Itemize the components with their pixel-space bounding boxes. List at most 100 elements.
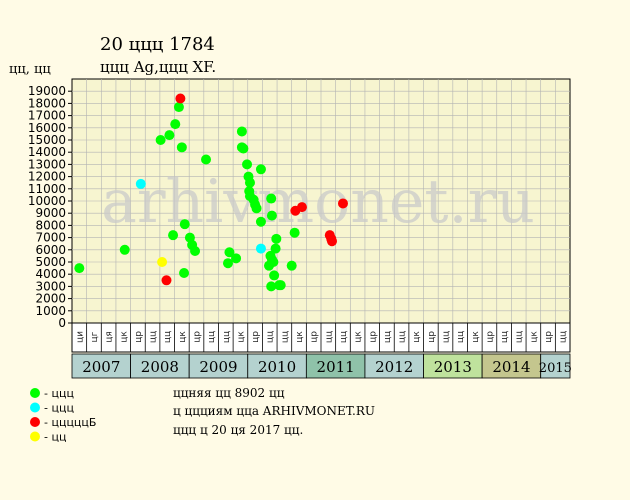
data-point [173, 102, 184, 113]
legend-label: - ццц [44, 402, 74, 415]
year-label: 2015 [539, 361, 572, 376]
data-point [119, 244, 130, 255]
y-tick-label: 11000 [28, 182, 66, 196]
data-point [190, 246, 201, 257]
y-tick-label: 1000 [35, 304, 66, 318]
data-point [164, 130, 175, 141]
data-point [231, 253, 242, 264]
footer-line-3: ццц ц 20 ця 2017 цц. [173, 423, 303, 437]
data-point [266, 193, 277, 204]
year-cell [364, 353, 424, 379]
data-point [236, 126, 247, 137]
quarter-label: цр [193, 331, 203, 343]
quarter-label: цц [339, 331, 349, 343]
y-tick-label: 10000 [28, 194, 66, 208]
data-point [271, 233, 282, 244]
year-cell [540, 353, 571, 379]
y-tick-label: 6000 [35, 243, 66, 257]
quarter-label: ця [105, 331, 115, 343]
quarter-label: цр [251, 331, 261, 343]
quarter-label: цц [398, 331, 408, 343]
quarter-label: цр [544, 331, 554, 343]
y-tick-label: 2000 [35, 292, 66, 306]
year-label: 2010 [258, 358, 296, 376]
data-point [157, 257, 168, 267]
quarter-label: цц [559, 331, 569, 343]
quarter-label: цц [207, 331, 217, 343]
data-point [266, 210, 277, 221]
data-point [201, 154, 212, 165]
year-label: 2007 [82, 358, 120, 376]
quarter-label: цц [456, 331, 466, 343]
quarter-label: цц [163, 331, 173, 343]
data-point [176, 142, 187, 153]
year-label: 2014 [492, 358, 530, 376]
year-label: 2009 [199, 358, 237, 376]
legend-label: - цц [44, 431, 66, 444]
y-tick-label: 17000 [28, 109, 66, 123]
data-point [175, 93, 186, 104]
quarter-label: цк [354, 331, 364, 343]
year-cell [247, 353, 307, 379]
data-point [296, 202, 307, 213]
year-label: 2011 [317, 358, 355, 376]
data-point [179, 267, 190, 278]
data-point [168, 230, 179, 241]
year-cell [423, 353, 483, 379]
quarter-label: цк [178, 331, 188, 343]
legend: - ццц- ццц- цццццБ- цц [30, 387, 96, 444]
footer-line-1: ццняя цц 8902 цц [173, 386, 285, 400]
quarter-label: цц [383, 331, 393, 343]
quarter-label: цк [119, 331, 129, 343]
y-tick-label: 9000 [35, 206, 66, 220]
quarter-label: цц [222, 331, 232, 343]
watermark: arhivmonet.ru [101, 167, 535, 237]
quarter-label: цр [134, 331, 144, 343]
footer-line-2: ц ццциям цца ARHIVMONET.RU [173, 404, 375, 418]
quarter-label: цк [412, 331, 422, 343]
quarter-label: цр [485, 331, 495, 343]
data-point [238, 143, 249, 154]
legend-marker [30, 431, 40, 442]
quarter-label: цц [500, 331, 510, 343]
quarter-label: цр [310, 331, 320, 343]
y-tick-label: 5000 [35, 255, 66, 269]
data-point [74, 263, 85, 274]
y-tick-label: 4000 [35, 267, 66, 281]
quarter-label: цц [266, 331, 276, 343]
data-point [266, 281, 277, 292]
chart-subtitle: ццц Ag,ццц XF. [100, 58, 216, 76]
year-label: 2008 [141, 358, 179, 376]
data-point [179, 219, 190, 230]
quarter-label: цк [295, 331, 305, 343]
data-point [244, 177, 255, 188]
y-tick-label: 0 [58, 316, 66, 330]
legend-label: - ццц [44, 387, 74, 400]
quarter-label: цк [529, 331, 539, 343]
data-point [224, 247, 235, 258]
data-points [74, 93, 348, 292]
data-point [289, 227, 300, 238]
data-point [270, 243, 281, 254]
legend-marker [30, 388, 40, 398]
data-point [286, 260, 297, 271]
data-point [242, 159, 253, 170]
quarter-label: цр [427, 331, 437, 343]
chart-title: 20 ццц 1784 [100, 34, 215, 55]
data-point [135, 178, 146, 189]
y-axis-label: цц, цц [9, 62, 51, 77]
y-tick-label: 15000 [28, 133, 66, 147]
data-point [255, 164, 266, 175]
quarter-label: цц [280, 331, 290, 343]
y-tick-label: 3000 [35, 279, 66, 293]
y-tick-label: 19000 [28, 84, 66, 98]
y-tick-label: 18000 [28, 96, 66, 110]
quarter-label: цц [149, 331, 159, 343]
quarter-label: цц [515, 331, 525, 343]
legend-marker [30, 417, 40, 427]
year-cell [481, 353, 542, 379]
quarter-label: цг [90, 331, 100, 342]
year-label: 2013 [434, 358, 472, 376]
